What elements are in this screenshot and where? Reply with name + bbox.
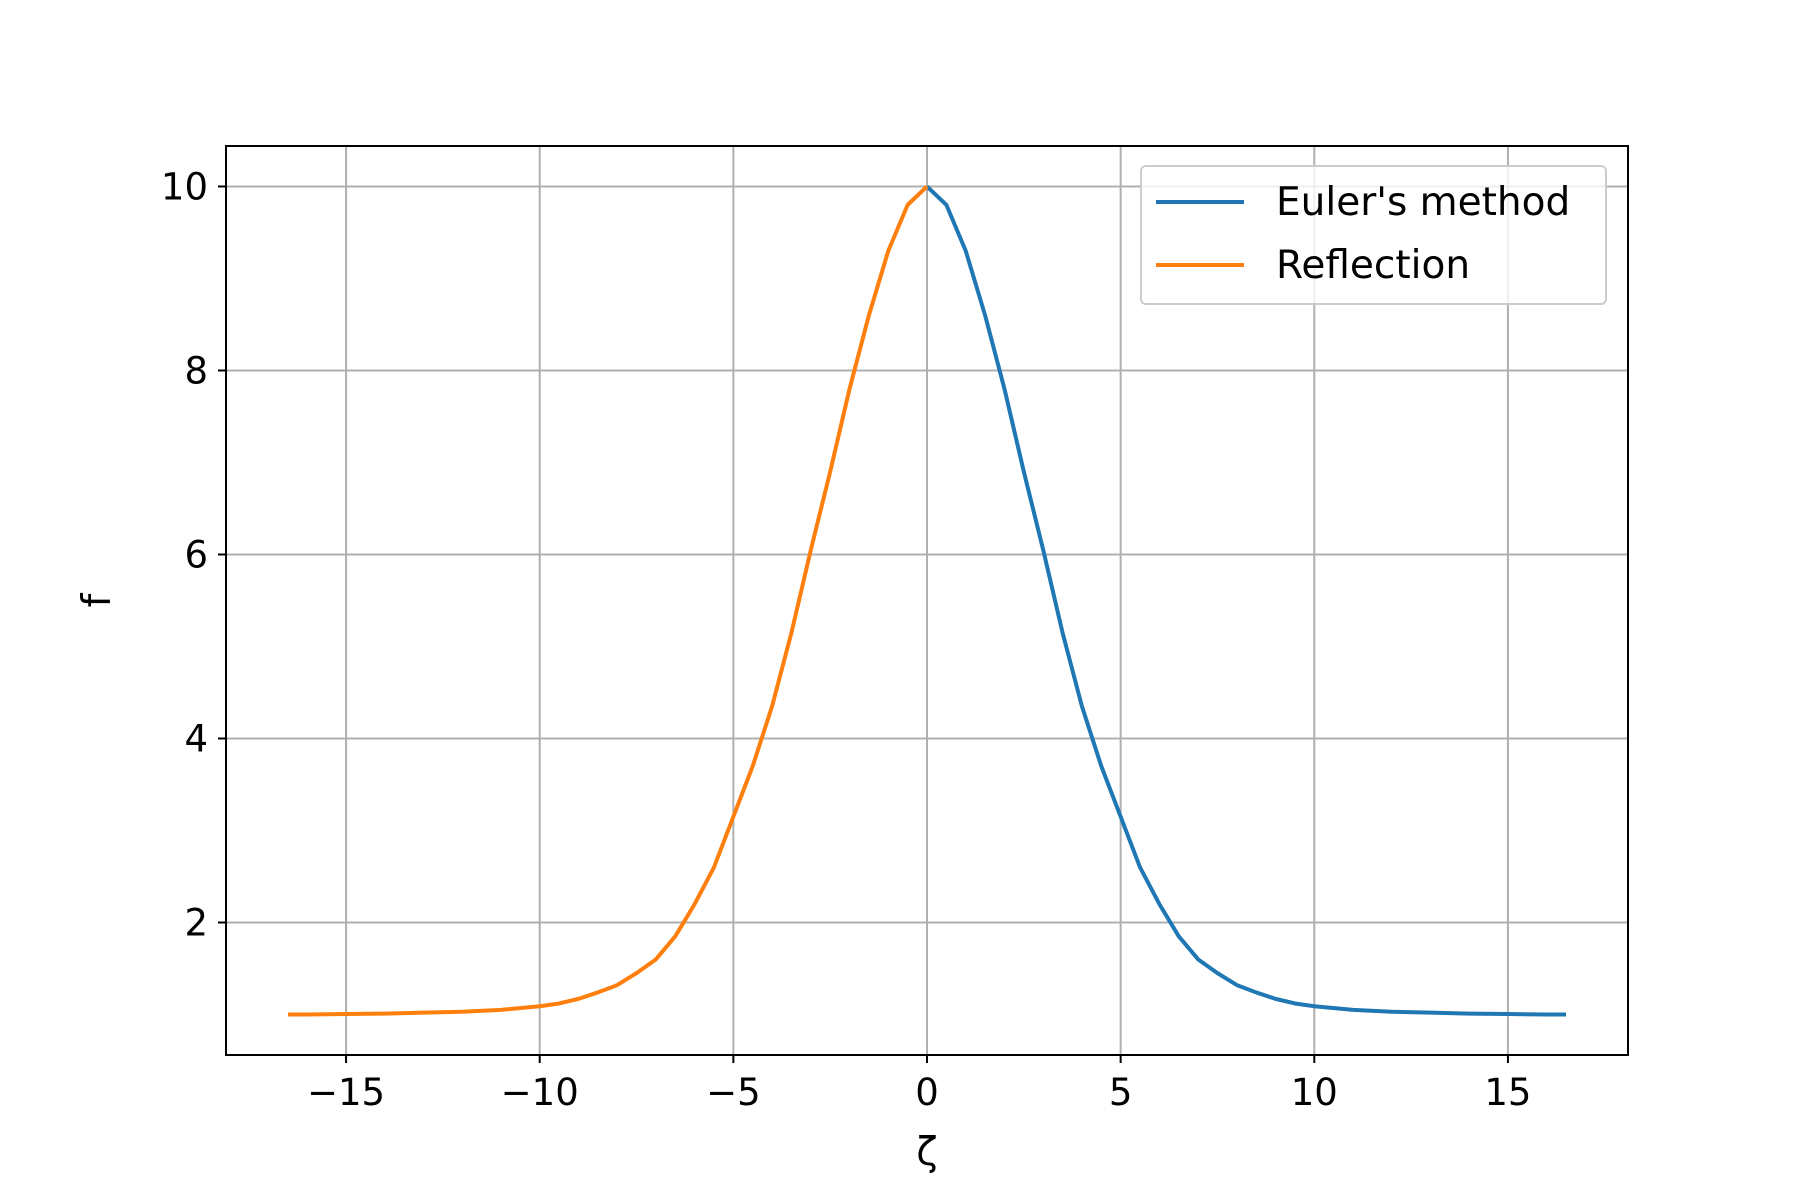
- x-tick-label: −5: [706, 1071, 761, 1114]
- x-tick-label: 15: [1484, 1071, 1531, 1114]
- plot-lines: [287, 185, 1567, 1017]
- grid-lines: [226, 146, 1628, 1055]
- y-axis-label: f: [75, 592, 120, 607]
- x-axis-label: ζ: [916, 1130, 937, 1175]
- x-tick-label: 5: [1109, 1071, 1133, 1114]
- x-tick-label: −10: [501, 1071, 579, 1114]
- x-tick-label: −15: [307, 1071, 385, 1114]
- legend-label-eulers-method: Euler's method: [1276, 180, 1570, 225]
- series-line-reflection: [287, 185, 929, 1017]
- x-tick-label: 0: [915, 1071, 939, 1114]
- y-tick-label: 8: [184, 349, 208, 392]
- legend: Euler's method Reflection: [1140, 165, 1607, 305]
- y-tick-label: 6: [184, 533, 208, 576]
- series-line-euler-s-method: [925, 185, 1567, 1017]
- legend-label-reflection: Reflection: [1276, 243, 1470, 288]
- legend-box: [1140, 165, 1607, 305]
- y-tick-label: 4: [184, 718, 208, 761]
- axis-ticks: −15 −10 −5 0 5 10 15 2 4 6 8 10: [161, 165, 1532, 1114]
- x-tick-label: 10: [1291, 1071, 1338, 1114]
- y-tick-label: 2: [184, 902, 208, 945]
- y-tick-label: 10: [161, 165, 208, 208]
